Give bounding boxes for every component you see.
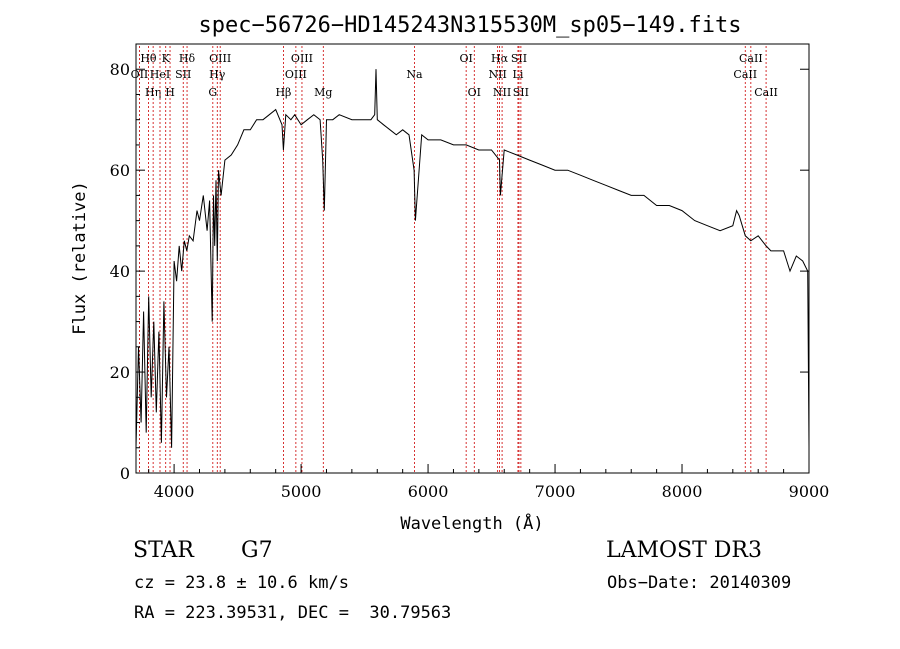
spectrum-line bbox=[135, 69, 810, 448]
x-axis-label: Wavelength (Å) bbox=[400, 512, 543, 534]
chart-title: spec−56726−HD145243N315530M_sp05−149.fit… bbox=[198, 13, 741, 38]
line-label: Hη bbox=[145, 86, 161, 99]
line-label: K bbox=[162, 52, 171, 65]
plot-frame bbox=[135, 43, 810, 474]
line-label: SII bbox=[175, 68, 191, 81]
line-label: HeI bbox=[150, 68, 170, 81]
y-tick-label: 0 bbox=[120, 464, 130, 483]
y-axis-label: Flux (relative) bbox=[70, 181, 90, 335]
y-axis: 0 20 40 60 80 bbox=[110, 60, 809, 483]
redshift-velocity: cz = 23.8 ± 10.6 km/s bbox=[134, 573, 349, 593]
y-tick-label: 40 bbox=[110, 262, 130, 281]
y-tick-label: 80 bbox=[110, 60, 130, 79]
line-label: SII bbox=[511, 52, 527, 65]
line-label: SII bbox=[513, 86, 529, 99]
line-label: Mg bbox=[314, 86, 332, 99]
line-label: OIII bbox=[291, 52, 313, 65]
line-label: NII bbox=[488, 68, 506, 81]
object-type: STAR bbox=[133, 538, 194, 563]
line-label: Li bbox=[513, 68, 524, 81]
subclass: G7 bbox=[241, 538, 273, 563]
x-tick-label: 9000 bbox=[789, 482, 830, 501]
line-label: Hθ bbox=[140, 52, 157, 65]
survey-name: LAMOST DR3 bbox=[606, 538, 762, 563]
line-label: Hδ bbox=[179, 52, 196, 65]
line-label: OI bbox=[459, 52, 472, 65]
x-tick-label: 5000 bbox=[281, 482, 322, 501]
line-label: CaII bbox=[739, 52, 763, 65]
ra-dec: RA = 223.39531, DEC = 30.79563 bbox=[134, 603, 452, 623]
line-label: OIII bbox=[209, 52, 231, 65]
y-tick-label: 60 bbox=[110, 161, 130, 180]
line-label: OI bbox=[468, 86, 481, 99]
x-tick-label: 8000 bbox=[662, 482, 703, 501]
x-tick-label: 6000 bbox=[408, 482, 449, 501]
x-tick-label: 7000 bbox=[535, 482, 576, 501]
line-label: Hα bbox=[491, 52, 509, 65]
line-label: OII bbox=[131, 68, 149, 81]
line-label: CaII bbox=[754, 86, 778, 99]
obs-date: Obs−Date: 20140309 bbox=[607, 573, 792, 593]
line-label: Na bbox=[406, 68, 423, 81]
y-tick-label: 20 bbox=[110, 363, 130, 382]
line-label: CaII bbox=[733, 68, 757, 81]
line-label: OIII bbox=[285, 68, 307, 81]
line-label: H bbox=[165, 86, 175, 99]
line-label: NII bbox=[493, 86, 511, 99]
line-label: Hγ bbox=[209, 68, 226, 81]
x-axis: 4000 5000 6000 7000 8000 9000 bbox=[148, 464, 830, 501]
line-label: Hβ bbox=[275, 86, 291, 99]
line-label: G bbox=[208, 86, 217, 99]
x-tick-label: 4000 bbox=[154, 482, 195, 501]
